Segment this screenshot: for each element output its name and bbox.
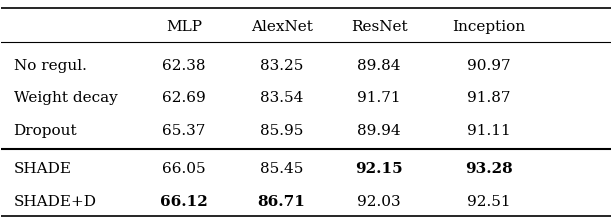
- Text: 92.03: 92.03: [357, 194, 401, 209]
- Text: 89.94: 89.94: [357, 124, 401, 138]
- Text: 86.71: 86.71: [258, 194, 305, 209]
- Text: Inception: Inception: [452, 20, 525, 34]
- Text: 91.71: 91.71: [357, 91, 401, 105]
- Text: 89.84: 89.84: [357, 59, 401, 73]
- Text: 90.97: 90.97: [467, 59, 510, 73]
- Text: 66.12: 66.12: [160, 194, 208, 209]
- Text: MLP: MLP: [166, 20, 202, 34]
- Text: 92.51: 92.51: [467, 194, 510, 209]
- Text: 91.11: 91.11: [467, 124, 510, 138]
- Text: 66.05: 66.05: [162, 162, 206, 176]
- Text: 83.25: 83.25: [260, 59, 304, 73]
- Text: 85.95: 85.95: [260, 124, 304, 138]
- Text: 83.54: 83.54: [260, 91, 304, 105]
- Text: 91.87: 91.87: [467, 91, 510, 105]
- Text: 92.15: 92.15: [356, 162, 403, 176]
- Text: SHADE+D: SHADE+D: [13, 194, 97, 209]
- Text: 65.37: 65.37: [162, 124, 206, 138]
- Text: 93.28: 93.28: [465, 162, 513, 176]
- Text: ResNet: ResNet: [351, 20, 408, 34]
- Text: SHADE: SHADE: [13, 162, 72, 176]
- Text: 62.38: 62.38: [162, 59, 206, 73]
- Text: No regul.: No regul.: [13, 59, 86, 73]
- Text: 85.45: 85.45: [260, 162, 304, 176]
- Text: Dropout: Dropout: [13, 124, 77, 138]
- Text: AlexNet: AlexNet: [251, 20, 313, 34]
- Text: Weight decay: Weight decay: [13, 91, 118, 105]
- Text: 62.69: 62.69: [162, 91, 206, 105]
